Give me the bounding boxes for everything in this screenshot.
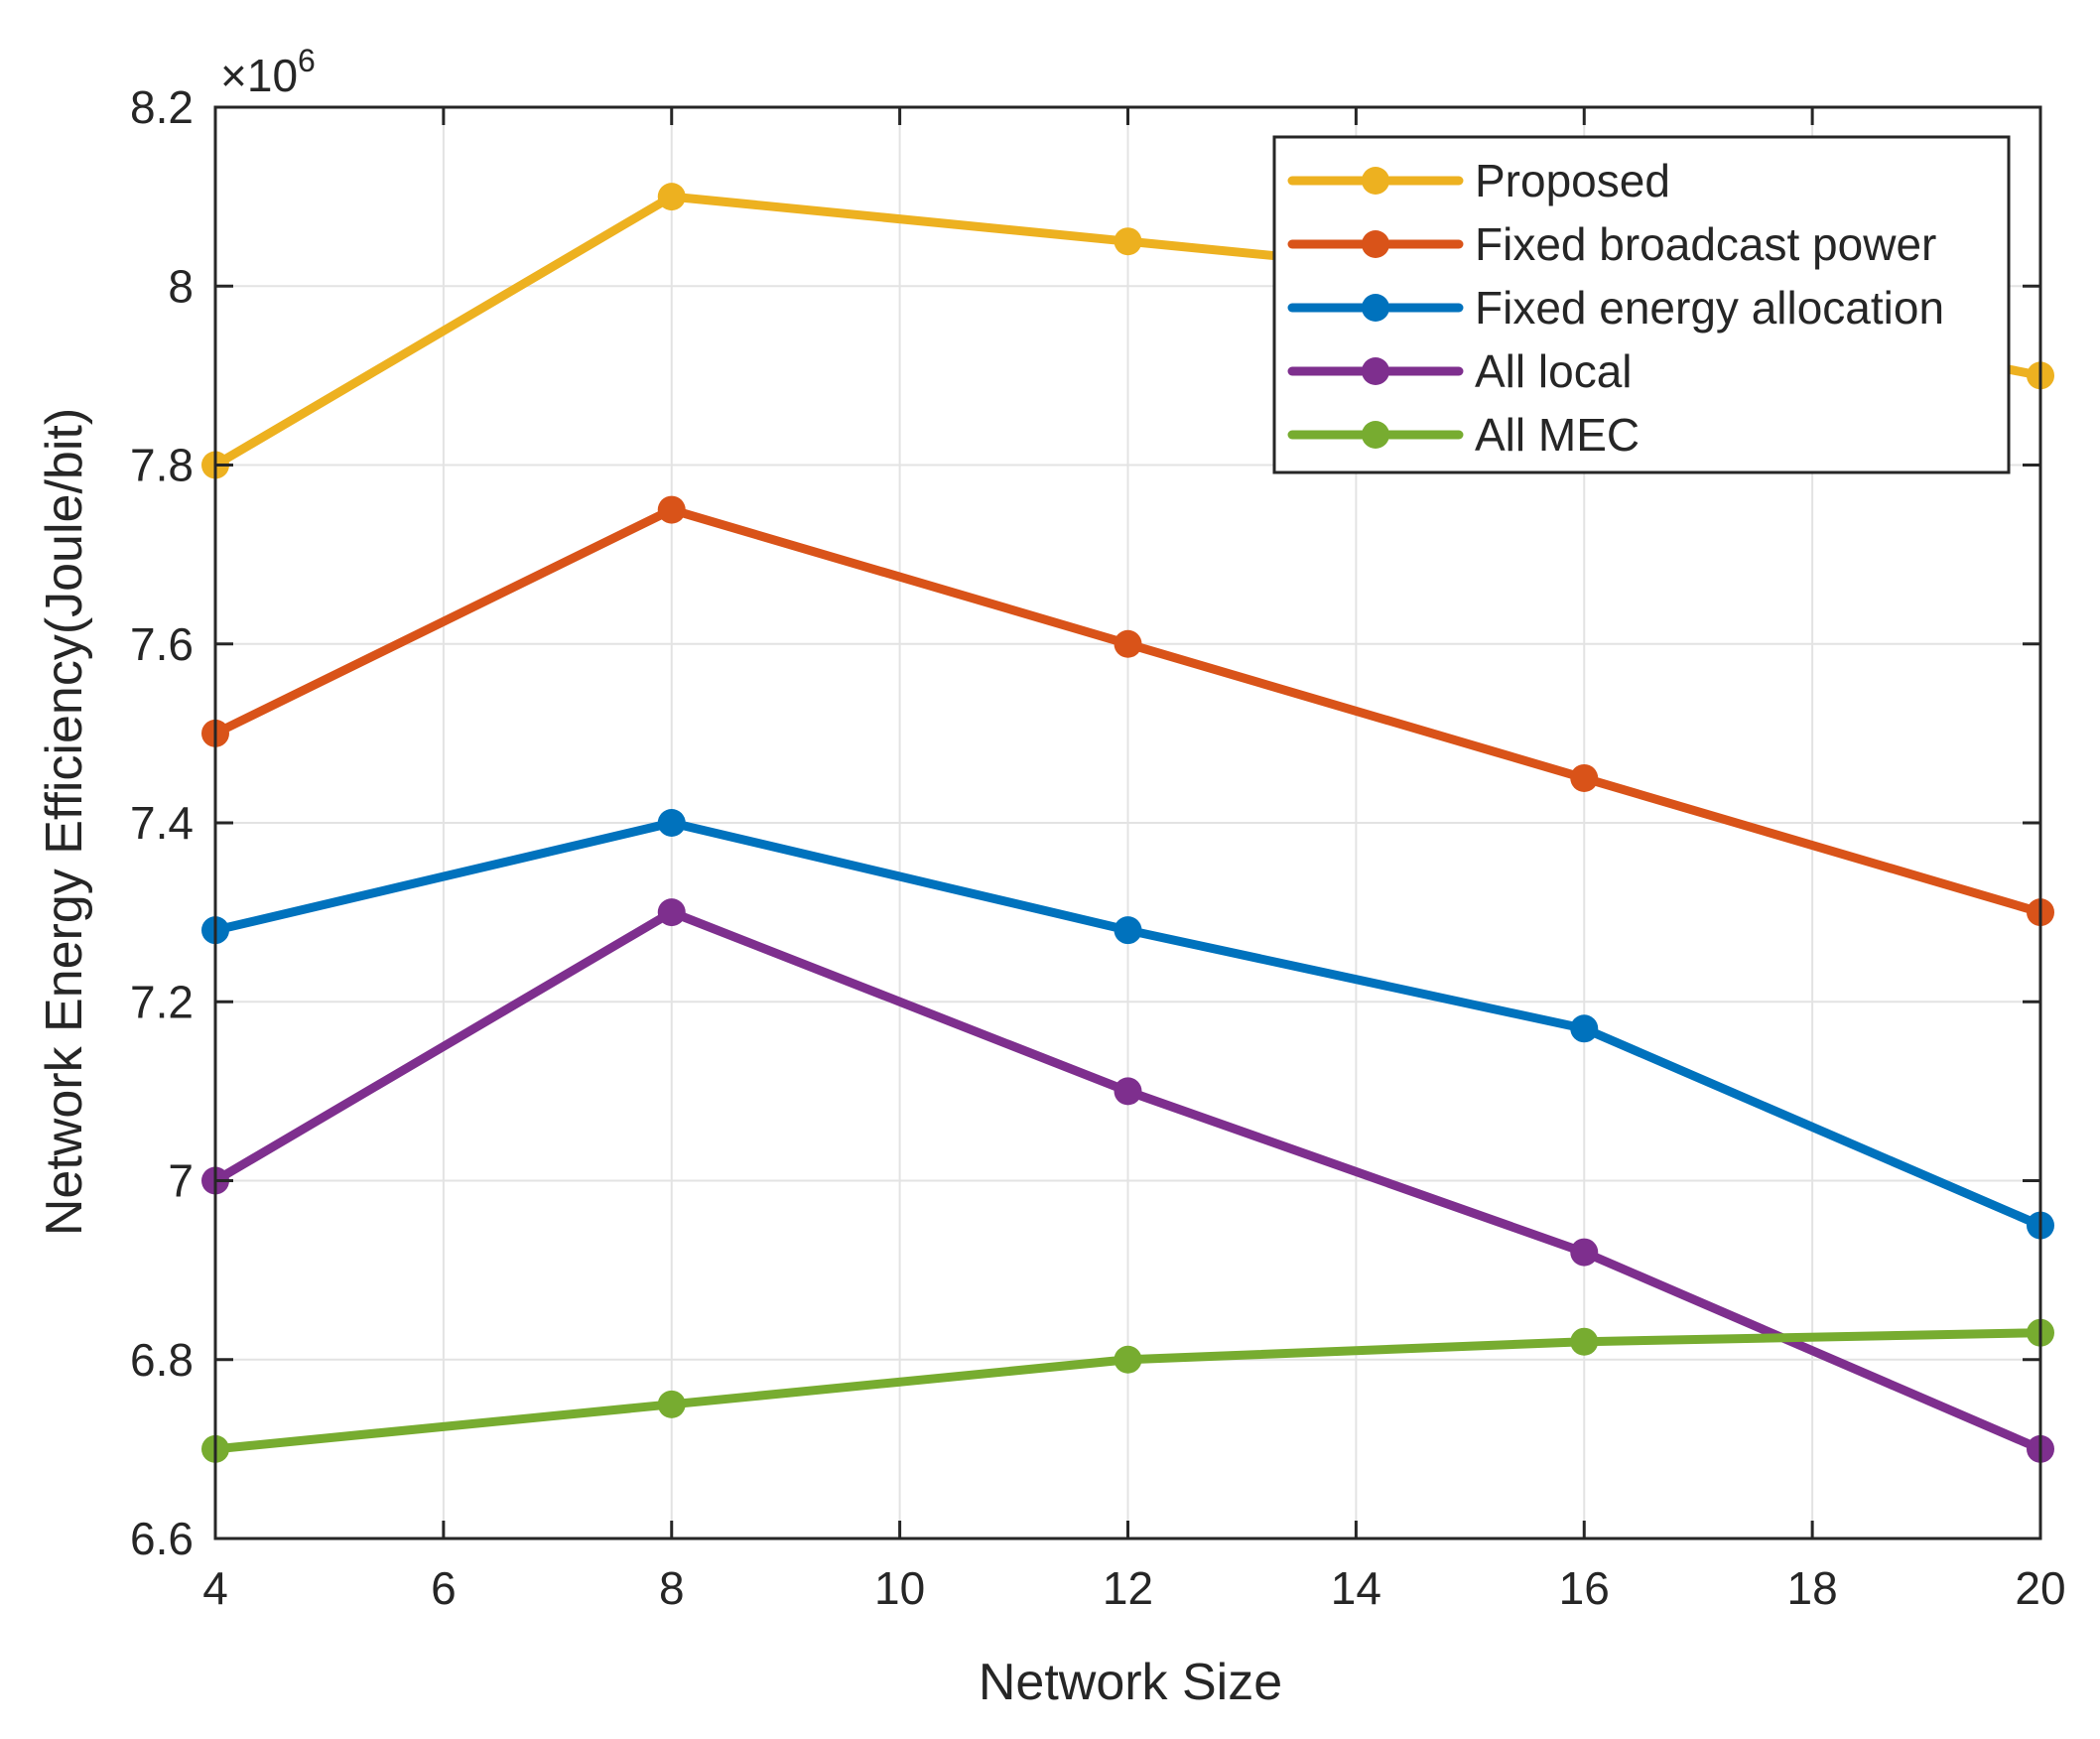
x-tick-label: 20 [2015,1562,2065,1614]
legend-label: All MEC [1475,409,1640,461]
y-tick-label: 7.2 [130,976,194,1027]
x-tick-label: 18 [1787,1562,1838,1614]
legend-swatch-marker [1362,230,1389,258]
x-tick-label: 14 [1331,1562,1381,1614]
tick-layer: 4 6 8 10 12 14 16 18 20 6.6 6.8 7 7.2 7.4 7.6 7.8 8 8.2 [130,81,2066,1614]
data-point [657,1390,686,1418]
x-tick-label: 12 [1103,1562,1153,1614]
series-fixed-energy-allocation [201,809,2054,1240]
legend-item: All local [1287,345,1633,397]
x-tick-label: 10 [874,1562,925,1614]
legend-swatch-marker [1362,421,1389,449]
y-tick-label: 8 [168,260,194,312]
data-point [657,898,686,927]
x-axis-title: Network Size [979,1654,1282,1711]
legend-swatch-marker [1362,357,1389,385]
legend-swatch-marker [1362,167,1389,195]
y-tick-label: 7.4 [130,797,194,849]
legend-label: Fixed broadcast power [1475,218,1936,270]
data-point [1570,1238,1599,1267]
data-point [1114,1077,1142,1106]
y-tick-label: 7.6 [130,618,194,670]
x-tick-label: 6 [431,1562,457,1614]
x-tick-label: 4 [202,1562,228,1614]
y-tick-label: 6.6 [130,1513,194,1564]
legend-item: All MEC [1287,409,1640,461]
series-all-mec [201,1318,2054,1463]
legend-label: Fixed energy allocation [1475,282,1944,334]
data-point [657,495,686,524]
legend-label: All local [1475,345,1633,397]
y-tick-label: 7 [168,1155,194,1207]
data-point [1570,1014,1599,1043]
legend-item: Fixed energy allocation [1287,282,1944,334]
data-point [1114,1345,1142,1374]
y-axis-exponent: ×106 [220,43,316,101]
data-point [1114,629,1142,658]
legend-label: Proposed [1475,155,1670,206]
data-point [657,183,686,211]
y-tick-label: 6.8 [130,1334,194,1386]
legend: Proposed Fixed broadcast power Fixed energ… [1272,135,2011,474]
x-tick-label: 16 [1559,1562,1610,1614]
legend-swatch-marker [1362,294,1389,322]
series-all-local [201,898,2054,1463]
data-point [657,809,686,837]
y-axis-title: Network Energy Efficiency(Joule/bit) [36,408,93,1236]
y-tick-label: 8.2 [130,81,194,133]
data-point [1570,1327,1599,1356]
data-point [1114,916,1142,945]
legend-item: Proposed [1287,155,1670,206]
data-point [1570,763,1599,792]
x-tick-label: 8 [659,1562,685,1614]
data-point [1114,227,1142,256]
legend-item: Fixed broadcast power [1287,218,1936,270]
y-tick-label: 7.8 [130,440,194,491]
